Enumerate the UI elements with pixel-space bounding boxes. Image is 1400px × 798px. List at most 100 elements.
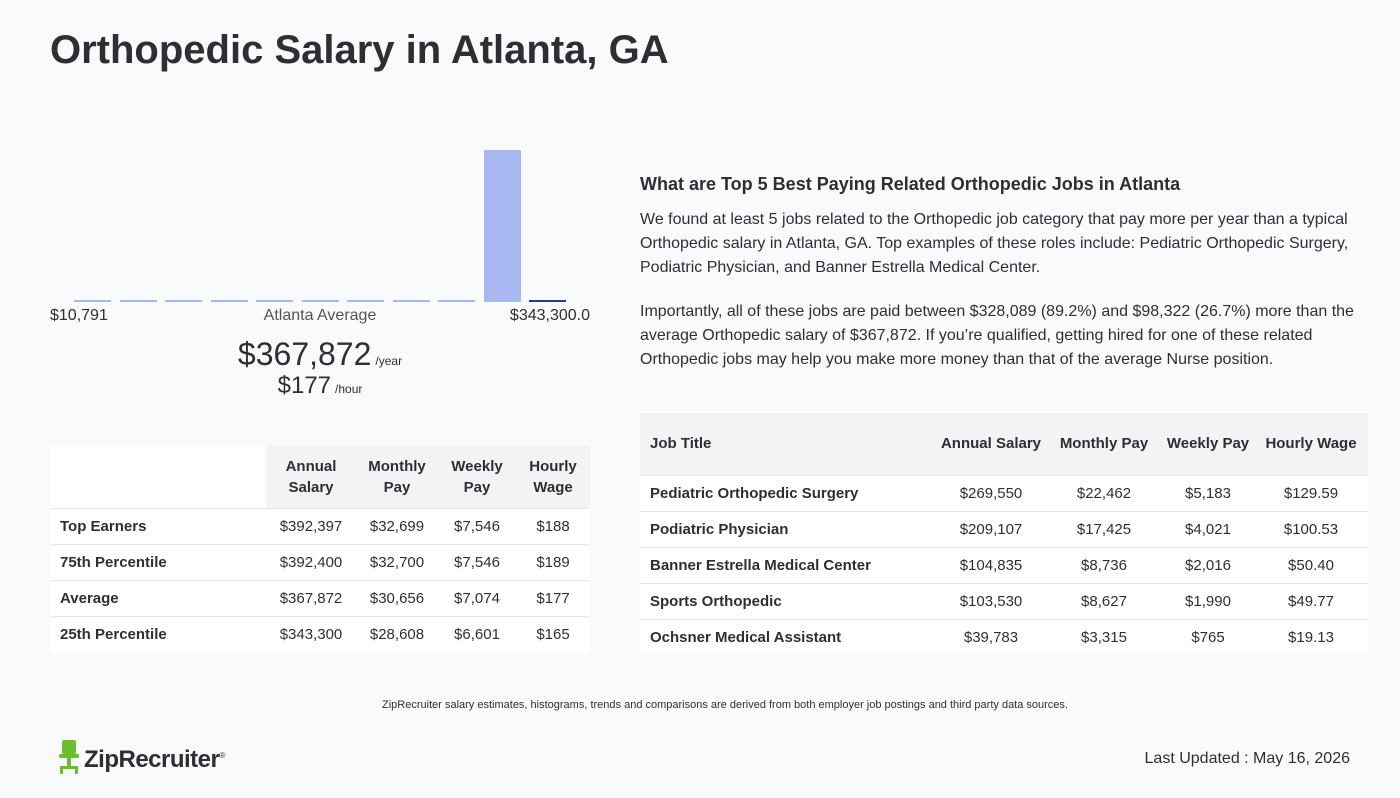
chair-icon	[58, 740, 80, 779]
table-header: Weekly Pay	[438, 446, 516, 509]
table-header-row: Annual Salary Monthly Pay Weekly Pay Hou…	[50, 446, 590, 509]
disclaimer: ZipRecruiter salary estimates, histogram…	[382, 699, 1068, 711]
table-row: 75th Percentile $392,400 $32,700 $7,546 $189	[50, 544, 590, 581]
table-header-row: Job Title Annual Salary Monthly Pay Week…	[640, 413, 1368, 475]
histogram-bar	[165, 300, 202, 302]
hourly-wage-cell: $19.13	[1254, 618, 1368, 655]
annual-salary-cell: $392,400	[266, 544, 356, 581]
weekly-pay-cell: $765	[1162, 618, 1254, 655]
table-row: Top Earners $392,397 $32,699 $7,546 $188	[50, 508, 590, 545]
hourly-wage-cell: $189	[516, 544, 590, 581]
annual-salary-cell: $269,550	[936, 474, 1046, 511]
logo-text: ZipRecruiter	[84, 745, 220, 773]
weekly-pay-cell: $7,546	[438, 508, 516, 545]
job-title-cell: Ochsner Medical Assistant	[640, 618, 936, 655]
annual-salary-cell: $39,783	[936, 618, 1046, 655]
average-hourly-salary: $177/hour	[50, 372, 590, 400]
row-label: 25th Percentile	[50, 616, 266, 653]
hourly-wage-cell: $129.59	[1254, 474, 1368, 511]
last-updated: Last Updated : May 16, 2026	[1144, 750, 1350, 767]
weekly-pay-cell: $2,016	[1162, 546, 1254, 583]
table-header: Monthly Pay	[356, 446, 438, 509]
registered-mark: ®	[219, 750, 225, 760]
histogram-bar	[210, 300, 248, 302]
histogram-bar	[483, 150, 521, 302]
hourly-wage-cell: $50.40	[1254, 546, 1368, 583]
percentile-table: Annual Salary Monthly Pay Weekly Pay Hou…	[50, 446, 590, 653]
monthly-pay-cell: $8,627	[1046, 582, 1162, 619]
table-row: Ochsner Medical Assistant $39,783 $3,315 $7…	[640, 618, 1368, 655]
table-header: Job Title	[640, 413, 936, 475]
histogram-bar	[392, 300, 430, 302]
histogram-min-label: $10,791	[50, 307, 108, 324]
hourly-wage-cell: $49.77	[1254, 582, 1368, 619]
row-label: Average	[50, 580, 266, 617]
weekly-pay-cell: $7,074	[438, 580, 516, 617]
table-row: Sports Orthopedic $103,530 $8,627 $1,990 $49…	[640, 582, 1368, 619]
histogram-bar	[347, 300, 384, 302]
histogram-max-label: $343,300.0	[509, 307, 590, 324]
table-row: 25th Percentile $343,300 $28,608 $6,601 $165	[50, 616, 590, 653]
histogram-average-label: Atlanta Average	[263, 307, 377, 324]
hourly-wage-cell: $100.53	[1254, 510, 1368, 547]
annual-salary-cell: $367,872	[266, 580, 356, 617]
histogram-bar	[529, 300, 566, 302]
related-jobs-paragraph: We found at least 5 jobs related to the …	[640, 211, 1349, 276]
job-title-cell: Pediatric Orthopedic Surgery	[640, 474, 936, 511]
histogram-bar	[74, 300, 111, 302]
logo-wordmark: ZipRecruiter®	[84, 746, 225, 774]
weekly-pay-cell: $6,601	[438, 616, 516, 653]
row-label: Top Earners	[50, 508, 266, 545]
weekly-pay-cell: $7,546	[438, 544, 516, 581]
row-label: 75th Percentile	[50, 544, 266, 581]
monthly-pay-cell: $32,700	[356, 544, 438, 581]
weekly-pay-cell: $4,021	[1162, 510, 1254, 547]
table-header: Weekly Pay	[1162, 413, 1254, 475]
table-header: Annual Salary	[936, 413, 1046, 475]
annual-salary-cell: $209,107	[936, 510, 1046, 547]
page-title: Orthopedic Salary in Atlanta, GA	[50, 28, 669, 72]
monthly-pay-cell: $8,736	[1046, 546, 1162, 583]
monthly-pay-cell: $28,608	[356, 616, 438, 653]
table-row: Banner Estrella Medical Center $104,835 $8…	[640, 546, 1368, 583]
annual-salary-cell: $392,397	[266, 508, 356, 545]
average-yearly-value: $367,872	[237, 336, 372, 372]
average-hourly-value: $177	[277, 372, 332, 399]
annual-salary-cell: $103,530	[936, 582, 1046, 619]
monthly-pay-cell: $22,462	[1046, 474, 1162, 511]
hourly-wage-cell: $188	[516, 508, 590, 545]
weekly-pay-cell: $5,183	[1162, 474, 1254, 511]
table-header: Annual Salary	[266, 446, 356, 509]
table-header: Monthly Pay	[1046, 413, 1162, 475]
monthly-pay-cell: $3,315	[1046, 618, 1162, 655]
ziprecruiter-logo[interactable]: ZipRecruiter®	[58, 740, 225, 779]
table-row: Podiatric Physician $209,107 $17,425 $4,021…	[640, 510, 1368, 547]
hourly-wage-cell: $177	[516, 580, 590, 617]
related-jobs-paragraph: Importantly, all of these jobs are paid …	[640, 303, 1354, 368]
table-header: Hourly Wage	[1254, 413, 1368, 475]
monthly-pay-cell: $30,656	[356, 580, 438, 617]
annual-salary-cell: $343,300	[266, 616, 356, 653]
histogram-bar	[438, 300, 475, 302]
histogram-bar	[119, 300, 157, 302]
salary-histogram	[50, 140, 590, 302]
weekly-pay-cell: $1,990	[1162, 582, 1254, 619]
table-header: Hourly Wage	[516, 446, 590, 509]
monthly-pay-cell: $32,699	[356, 508, 438, 545]
job-title-cell: Banner Estrella Medical Center	[640, 546, 936, 583]
annual-salary-cell: $104,835	[936, 546, 1046, 583]
average-hourly-unit: /hour	[335, 382, 363, 396]
hourly-wage-cell: $165	[516, 616, 590, 653]
related-jobs-table: Job Title Annual Salary Monthly Pay Week…	[640, 413, 1368, 655]
table-row: Average $367,872 $30,656 $7,074 $177	[50, 580, 590, 617]
table-row: Pediatric Orthopedic Surgery $269,550 $22,…	[640, 474, 1368, 511]
average-yearly-unit: /year	[375, 354, 403, 368]
average-yearly-salary: $367,872/year	[50, 336, 590, 373]
table-header-blank	[50, 446, 266, 509]
job-title-cell: Sports Orthopedic	[640, 582, 936, 619]
histogram-bar	[256, 300, 293, 302]
histogram-bar	[301, 300, 339, 302]
monthly-pay-cell: $17,425	[1046, 510, 1162, 547]
related-jobs-heading: What are Top 5 Best Paying Related Ortho…	[640, 174, 1181, 194]
job-title-cell: Podiatric Physician	[640, 510, 936, 547]
